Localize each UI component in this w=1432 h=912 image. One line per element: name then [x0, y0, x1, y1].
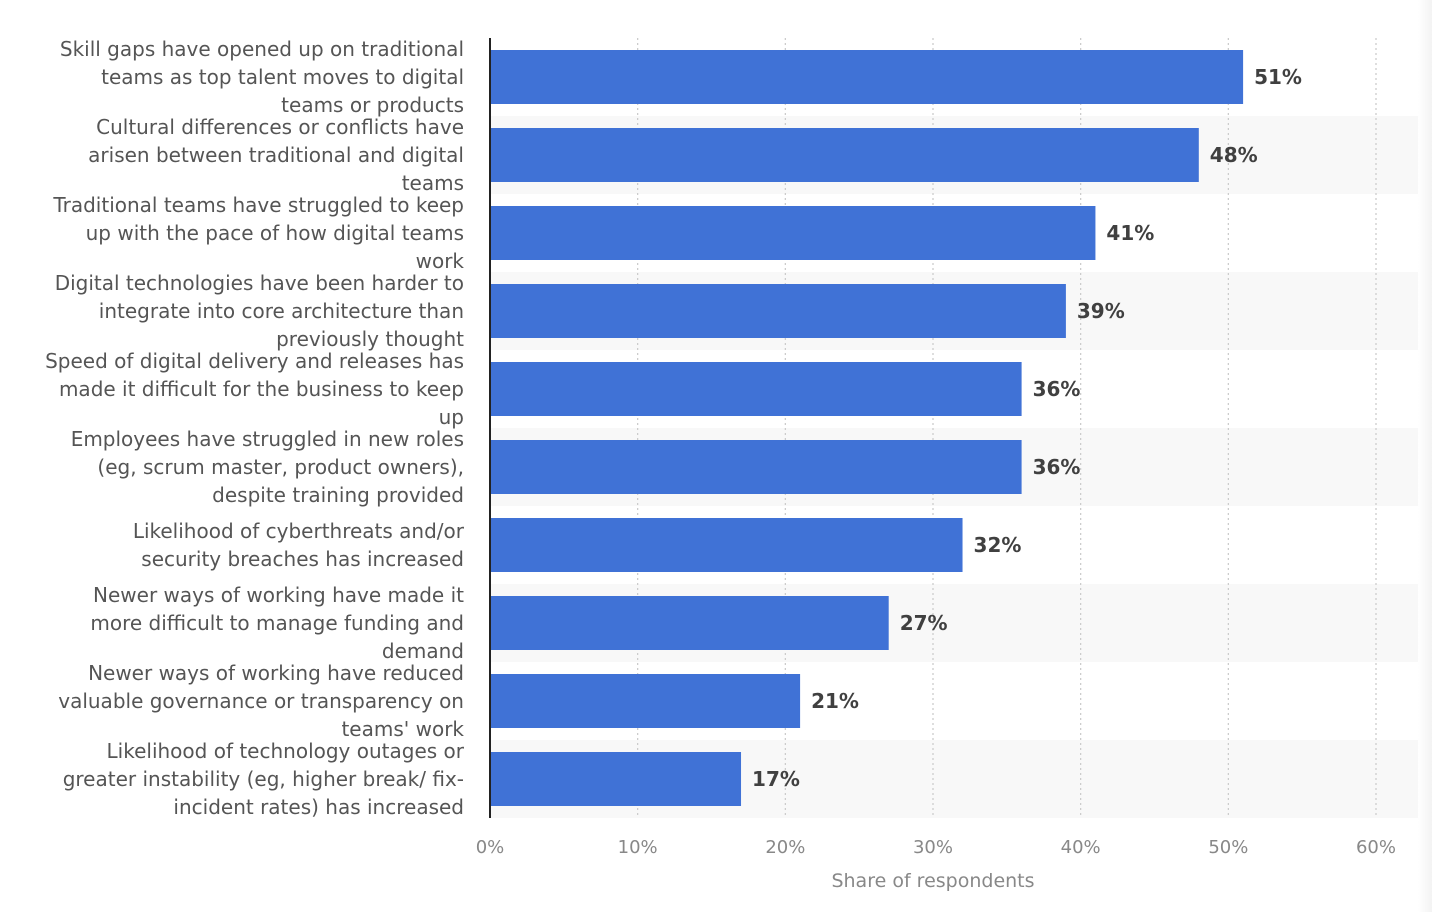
scroll-edge [1418, 0, 1432, 912]
category-label-line: Likelihood of technology outages or [107, 739, 465, 763]
category-label-line: Newer ways of working have reduced [88, 661, 464, 685]
category-label-line: Likelihood of cyberthreats and/or [133, 519, 465, 543]
category-label: Likelihood of technology outages or great… [63, 739, 465, 819]
category-label-line: teams' work [341, 717, 464, 741]
category-label-line: up [439, 405, 464, 429]
value-label: 36% [1033, 455, 1081, 479]
x-tick-label: 10% [618, 837, 658, 858]
category-label: Speed of digital delivery and releases h… [45, 349, 464, 429]
x-tick-label: 40% [1061, 837, 1101, 858]
bar[interactable] [490, 752, 742, 806]
category-label: Traditional teams have struggled to keep… [52, 193, 464, 273]
value-label: 17% [752, 767, 800, 791]
x-tick-label: 20% [765, 837, 805, 858]
category-label: Newer ways of working have made it more d… [90, 583, 464, 663]
bar[interactable] [490, 518, 963, 572]
value-label: 32% [974, 533, 1022, 557]
category-label-line: made it difficult for the business to ke… [59, 377, 464, 401]
category-label-line: work [416, 249, 465, 273]
x-tick-label: 0% [476, 837, 505, 858]
category-label-line: Newer ways of working have made it [93, 583, 464, 607]
category-label-line: up with the pace of how digital teams [86, 221, 464, 245]
category-labels: Skill gaps have opened up on traditional… [45, 37, 465, 819]
category-label: Newer ways of working have reduced valuab… [58, 661, 464, 741]
category-label: Employees have struggled in new roles (eg… [71, 427, 464, 507]
bar[interactable] [490, 674, 801, 728]
x-axis-ticks: 0% 10% 20% 30% 40% 50% 60% [476, 837, 1396, 858]
category-label: Cultural differences or conflicts have ar… [88, 115, 464, 195]
category-label: Skill gaps have opened up on traditional… [60, 37, 464, 117]
value-label: 21% [811, 689, 859, 713]
value-label: 39% [1077, 299, 1125, 323]
category-label: Likelihood of cyberthreats and/or securit… [133, 519, 465, 571]
category-label-line: demand [382, 639, 464, 663]
category-label-line: Employees have struggled in new roles [71, 427, 464, 451]
category-label-line: previously thought [276, 327, 464, 351]
category-label-line: greater instability (eg, higher break/ f… [63, 767, 464, 791]
category-label-line: arisen between traditional and digital [88, 143, 464, 167]
category-label-line: teams as top talent moves to digital [101, 65, 464, 89]
value-label: 36% [1033, 377, 1081, 401]
category-label-line: teams [402, 171, 464, 195]
bar[interactable] [490, 596, 889, 650]
category-label-line: teams or products [281, 93, 464, 117]
category-label-line: valuable governance or transparency on [58, 689, 464, 713]
bar[interactable] [490, 440, 1022, 494]
bar[interactable] [490, 128, 1199, 182]
value-label: 27% [900, 611, 948, 635]
category-label-line: Digital technologies have been harder to [55, 271, 464, 295]
category-label-line: Skill gaps have opened up on traditional [60, 37, 464, 61]
bars [490, 50, 1244, 806]
value-labels: 51% 48% 41% 39% 36% 36% 32% 27% 21% 17% [752, 65, 1302, 791]
value-label: 41% [1106, 221, 1154, 245]
value-label: 51% [1254, 65, 1302, 89]
category-label-line: Cultural differences or conflicts have [96, 115, 464, 139]
value-label: 48% [1210, 143, 1258, 167]
x-axis-title: Share of respondents [831, 870, 1034, 892]
x-tick-label: 50% [1208, 837, 1248, 858]
category-label-line: security breaches has increased [141, 547, 464, 571]
category-label-line: incident rates) has increased [173, 795, 464, 819]
category-label-line: (eg, scrum master, product owners), [97, 455, 464, 479]
category-label-line: Speed of digital delivery and releases h… [45, 349, 464, 373]
category-label-line: Traditional teams have struggled to keep [52, 193, 464, 217]
bar[interactable] [490, 206, 1096, 260]
category-label: Digital technologies have been harder to… [55, 271, 464, 351]
category-label-line: more difficult to manage funding and [90, 611, 464, 635]
x-tick-label: 30% [913, 837, 953, 858]
bar[interactable] [490, 50, 1244, 104]
category-label-line: integrate into core architecture than [99, 299, 464, 323]
x-tick-label: 60% [1356, 837, 1396, 858]
category-label-line: despite training provided [212, 483, 464, 507]
bar[interactable] [490, 284, 1066, 338]
bar[interactable] [490, 362, 1022, 416]
